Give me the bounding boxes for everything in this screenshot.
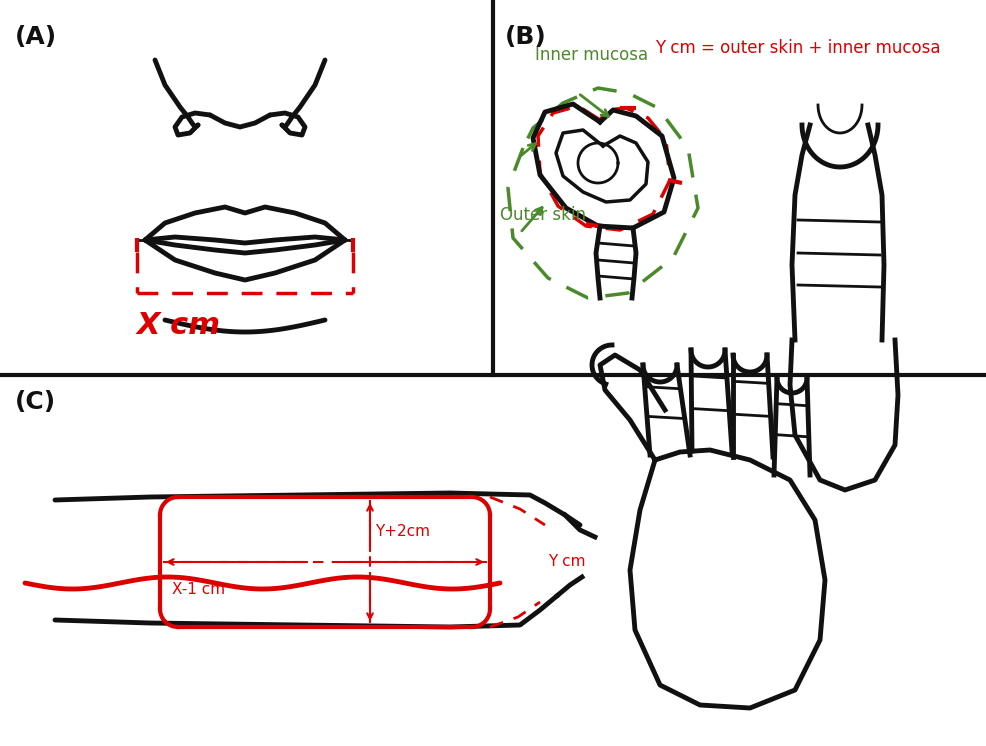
Text: (C): (C) xyxy=(15,390,56,414)
Text: (B): (B) xyxy=(505,25,547,49)
Text: Y+2cm: Y+2cm xyxy=(375,524,430,539)
Text: Y cm = outer skin + inner mucosa: Y cm = outer skin + inner mucosa xyxy=(655,39,941,57)
Text: X-1 cm: X-1 cm xyxy=(172,583,225,598)
Text: Y cm: Y cm xyxy=(548,554,586,569)
Text: Inner mucosa: Inner mucosa xyxy=(535,46,648,64)
Text: X cm: X cm xyxy=(137,311,221,340)
Text: Outer skin: Outer skin xyxy=(500,206,586,224)
Text: (A): (A) xyxy=(15,25,57,49)
